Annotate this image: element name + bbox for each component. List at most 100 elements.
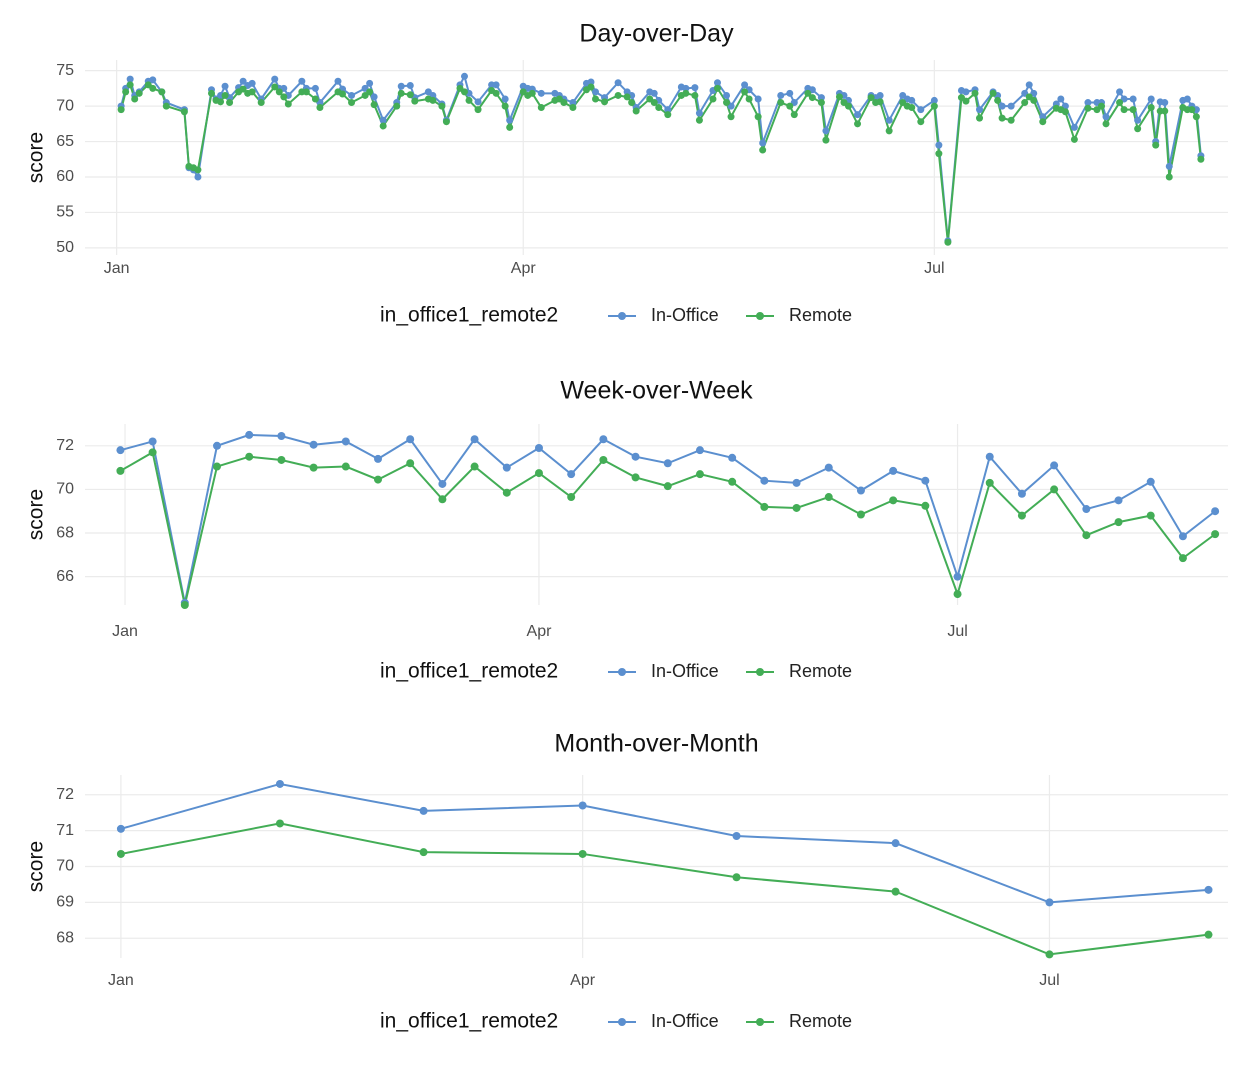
data-point <box>786 102 794 110</box>
data-point <box>728 477 737 486</box>
data-point <box>492 81 500 89</box>
data-point <box>492 89 500 97</box>
data-point <box>1030 96 1038 104</box>
data-point <box>1116 99 1124 107</box>
data-point <box>727 113 735 121</box>
data-point <box>682 89 690 97</box>
data-point <box>601 98 609 106</box>
y-tick-label: 72 <box>56 786 74 803</box>
data-point <box>804 89 812 97</box>
data-point <box>1204 885 1213 894</box>
data-point <box>309 440 318 449</box>
legend-key-point <box>756 312 764 320</box>
y-axis-label: score <box>25 841 48 892</box>
data-point <box>631 473 640 482</box>
data-point <box>1039 118 1047 126</box>
data-point <box>1084 104 1092 112</box>
series-line <box>120 782 1209 904</box>
data-point <box>976 114 984 122</box>
data-point <box>460 88 468 96</box>
y-tick-label: 75 <box>56 62 74 79</box>
y-tick-label: 72 <box>56 437 74 454</box>
legend-label: Remote <box>789 305 852 325</box>
data-point <box>239 85 247 93</box>
data-point <box>695 116 703 124</box>
data-point <box>567 470 576 479</box>
data-point <box>1098 102 1106 110</box>
data-point <box>1116 88 1124 96</box>
data-point <box>280 93 288 101</box>
data-point <box>728 453 737 462</box>
data-point <box>587 78 595 86</box>
data-point <box>650 99 658 107</box>
legend-label: In-Office <box>651 1011 719 1031</box>
data-point <box>1070 123 1078 131</box>
data-point <box>438 102 446 110</box>
data-point <box>370 101 378 109</box>
data-point <box>792 503 801 512</box>
data-point <box>397 89 405 97</box>
data-point <box>502 488 511 497</box>
data-point <box>754 113 762 121</box>
data-point <box>632 107 640 115</box>
data-point <box>149 84 157 92</box>
data-point <box>1102 120 1110 128</box>
data-point <box>732 873 741 882</box>
y-axis-label: score <box>25 489 48 540</box>
data-point <box>732 832 741 840</box>
data-point <box>379 122 387 130</box>
data-point <box>664 111 672 119</box>
data-point <box>663 482 672 491</box>
data-point <box>271 83 279 91</box>
data-point <box>856 510 865 519</box>
data-point <box>406 459 415 468</box>
data-point <box>1211 507 1220 516</box>
data-point <box>194 173 202 181</box>
data-point <box>1050 485 1059 494</box>
data-point <box>116 824 125 833</box>
data-point <box>373 454 382 463</box>
data-point <box>835 93 843 101</box>
data-point <box>502 463 511 472</box>
data-point <box>631 452 640 461</box>
data-point <box>1007 102 1015 110</box>
data-point <box>397 82 405 90</box>
chart-title: Week-over-Week <box>560 377 753 405</box>
data-point <box>971 89 979 97</box>
data-point <box>465 96 473 104</box>
data-point <box>442 118 450 126</box>
data-point <box>501 95 509 103</box>
data-point <box>221 82 229 90</box>
data-point <box>309 463 318 472</box>
data-point <box>930 96 938 104</box>
data-point <box>682 84 690 92</box>
data-point <box>180 601 189 609</box>
data-point <box>419 806 428 815</box>
data-point <box>1025 81 1033 89</box>
data-point <box>1178 532 1187 541</box>
data-point <box>691 84 699 92</box>
data-point <box>506 123 514 131</box>
x-tick-label: Jan <box>104 260 130 277</box>
data-point <box>614 91 622 99</box>
data-point <box>759 146 767 154</box>
data-point <box>777 99 785 107</box>
data-point <box>1192 113 1200 121</box>
legend-key-point <box>618 1018 626 1026</box>
data-point <box>126 81 134 89</box>
data-point <box>786 89 794 97</box>
data-point <box>1007 116 1015 124</box>
data-point <box>1017 511 1026 520</box>
data-point <box>876 91 884 99</box>
data-point <box>158 88 166 96</box>
y-tick-label: 71 <box>56 822 74 839</box>
panel: Month-over-Month score 68 69 70 71 72 Jan Apr Jul… <box>25 730 1228 1033</box>
legend-key-point <box>618 668 626 676</box>
data-point <box>135 89 143 97</box>
data-point <box>1152 141 1160 149</box>
data-point <box>411 97 419 105</box>
data-point <box>474 106 482 114</box>
legend-key-point <box>756 668 764 676</box>
data-point <box>867 94 875 102</box>
